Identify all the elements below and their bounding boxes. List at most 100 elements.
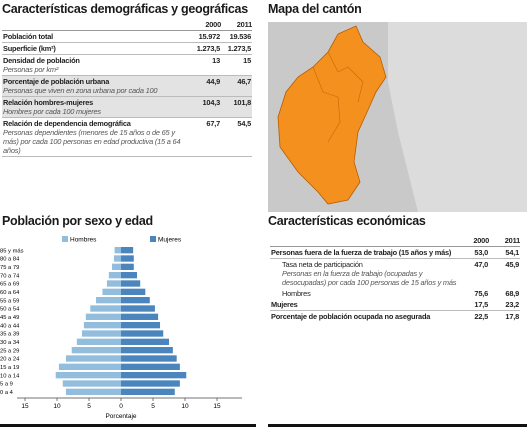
legend-label: Mujeres xyxy=(158,237,182,244)
rule xyxy=(0,424,256,427)
table-row: Mujeres 17,5 23,2 xyxy=(270,299,520,311)
bar xyxy=(121,355,177,362)
row-label-cell: Densidad de población Personas por km² xyxy=(3,56,189,74)
legend-label: Hombres xyxy=(70,237,97,244)
cell-value: 101,8 xyxy=(233,98,252,107)
row-label: Hombres xyxy=(282,289,311,298)
cell-value: 53,0 xyxy=(474,248,488,257)
bar xyxy=(121,255,134,262)
row-note: Hombres por cada 100 mujeres xyxy=(3,107,101,116)
row-label: Mujeres xyxy=(271,300,298,309)
bar xyxy=(121,330,164,337)
bar xyxy=(106,280,121,287)
bar xyxy=(121,305,155,312)
age-label: 5 a 9 xyxy=(0,382,13,388)
age-label: 80 a 84 xyxy=(0,257,20,263)
rule xyxy=(268,424,527,427)
row-label-cell: Relación hombres-mujeres Hombres por cada… xyxy=(3,98,189,116)
row-note: Personas dependientes (menores de 15 año… xyxy=(3,128,181,155)
table-row: Hombres 75,6 68,9 xyxy=(270,288,520,299)
row-label-cell: Porcentaje de población ocupada no asegu… xyxy=(271,312,457,321)
cell-value: 15.972 xyxy=(198,32,221,41)
cell-value: 1.273,5 xyxy=(227,44,251,53)
x-tick-label: 0 xyxy=(119,403,123,410)
x-tick-label: 10 xyxy=(181,403,189,410)
row-label-cell: Población total xyxy=(3,32,189,41)
table-row: Personas fuera de la fuerza de trabajo (… xyxy=(270,247,520,259)
canton-shape xyxy=(277,25,387,205)
bar xyxy=(55,372,121,379)
table-row: Relación hombres-mujeres Hombres por cada… xyxy=(2,97,252,118)
x-axis-label: Porcentaje xyxy=(105,413,136,420)
column-header: 2000 xyxy=(473,236,489,245)
cell-value: 15 xyxy=(243,56,251,65)
bar xyxy=(83,322,121,329)
bar xyxy=(121,322,161,329)
bar xyxy=(76,338,121,345)
section-title: Características demográficas y geográfic… xyxy=(2,2,248,16)
cell-value: 104,3 xyxy=(202,98,221,107)
table-row: Relación de dependencia demográfica Perso… xyxy=(2,118,252,157)
bar xyxy=(65,355,121,362)
table-row: Densidad de población Personas por km² 13 1… xyxy=(2,55,252,76)
bar xyxy=(121,363,180,370)
bar xyxy=(121,313,159,320)
row-label-cell: Personas fuera de la fuerza de trabajo (… xyxy=(271,248,457,257)
cell-value: 54,1 xyxy=(505,248,519,257)
age-label: 30 a 34 xyxy=(0,340,20,346)
bar xyxy=(121,338,169,345)
age-label: 55 a 59 xyxy=(0,298,19,304)
x-tick-label: 5 xyxy=(87,403,91,410)
row-label: Relación de dependencia demográfica xyxy=(3,119,131,128)
bar xyxy=(85,313,121,320)
row-note: Personas por km² xyxy=(3,65,59,74)
table-header: 2000 2011 xyxy=(270,236,520,247)
age-label: 15 a 19 xyxy=(0,365,19,371)
x-tick-label: 10 xyxy=(53,403,61,410)
bar xyxy=(58,363,121,370)
economics-table: 2000 2011 Personas fuera de la fuerza de t… xyxy=(270,236,520,322)
cell-value: 54,5 xyxy=(237,119,251,128)
table-row: Tasa neta de participación Personas en la… xyxy=(270,259,520,288)
table-row: Porcentaje de población urbana Personas q… xyxy=(2,76,252,97)
bar xyxy=(121,280,141,287)
row-label-cell: Porcentaje de población urbana Personas q… xyxy=(3,77,189,95)
cell-value: 44,9 xyxy=(206,77,220,86)
age-label: 70 a 74 xyxy=(0,273,20,279)
age-label: 25 a 29 xyxy=(0,348,19,354)
map-region xyxy=(388,22,527,212)
age-label: 85 y más xyxy=(0,248,24,254)
row-label: Porcentaje de población ocupada no asegu… xyxy=(271,312,431,321)
row-note: Personas en la fuerza de trabajo (ocupad… xyxy=(282,269,457,287)
map xyxy=(268,22,527,212)
bar xyxy=(81,330,121,337)
row-label: Densidad de población xyxy=(3,56,80,65)
cell-value: 47,0 xyxy=(474,260,488,269)
section-title: Características económicas xyxy=(268,214,426,228)
column-header: 2000 xyxy=(205,20,221,29)
bar xyxy=(65,388,121,395)
table-row: Porcentaje de población ocupada no asegu… xyxy=(270,311,520,322)
bar xyxy=(121,347,173,354)
row-label: Superficie (km²) xyxy=(3,44,56,53)
bar xyxy=(121,263,134,270)
age-label: 45 a 49 xyxy=(0,315,19,321)
district-lines xyxy=(312,51,364,143)
row-label: Población total xyxy=(3,32,53,41)
demographics-table: 2000 2011 Población total 15.972 19.536 Super… xyxy=(2,20,252,157)
row-label: Tasa neta de participación xyxy=(282,260,363,269)
row-label-cell: Relación de dependencia demográfica Perso… xyxy=(3,119,189,155)
bar xyxy=(121,380,180,387)
bar xyxy=(96,297,121,304)
x-tick-label: 15 xyxy=(21,403,29,410)
cell-value: 22,5 xyxy=(474,312,488,321)
table-row: Superficie (km²) 1.273,5 1.273,5 xyxy=(2,43,252,55)
bar xyxy=(108,272,121,279)
age-label: 60 a 64 xyxy=(0,290,20,296)
cell-value: 17,5 xyxy=(474,300,488,309)
row-label: Personas fuera de la fuerza de trabajo (… xyxy=(271,248,452,257)
pyramid-chart: Hombres Mujeres 85 y más 80 a 84 75 a 79 70 a… xyxy=(0,236,242,420)
legend-swatch xyxy=(150,236,156,242)
age-label: 20 a 24 xyxy=(0,357,20,363)
age-label: 50 a 54 xyxy=(0,307,20,313)
